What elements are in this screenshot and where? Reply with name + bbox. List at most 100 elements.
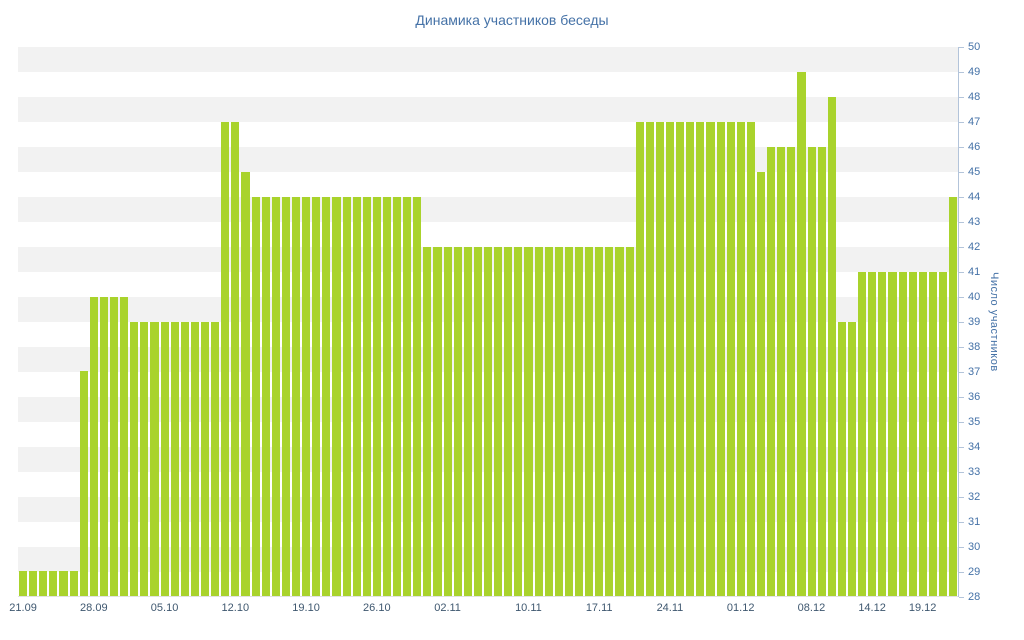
bar-58[interactable] (605, 246, 614, 596)
bar-26[interactable] (281, 196, 290, 596)
bar-5[interactable] (69, 571, 78, 596)
bar-84[interactable] (868, 271, 877, 596)
bar-17[interactable] (190, 321, 199, 596)
bar-13[interactable] (150, 321, 159, 596)
bar-65[interactable] (676, 121, 685, 596)
bar-68[interactable] (706, 121, 715, 596)
bar-33[interactable] (352, 196, 361, 596)
bar-77[interactable] (797, 71, 806, 596)
y-tick-label: 45 (968, 166, 981, 178)
bar-69[interactable] (716, 121, 725, 596)
bar-9[interactable] (109, 296, 119, 596)
bar-10[interactable] (120, 296, 129, 596)
bar-44[interactable] (463, 246, 472, 596)
bar-83[interactable] (858, 271, 867, 596)
bar-78[interactable] (807, 146, 816, 596)
bar-67[interactable] (696, 121, 705, 596)
bar-20[interactable] (221, 121, 230, 596)
bar-48[interactable] (504, 246, 513, 596)
bar-66[interactable] (686, 121, 695, 596)
bar-76[interactable] (787, 146, 796, 596)
bar-34[interactable] (362, 196, 371, 596)
y-tick-label: 28 (968, 591, 981, 603)
bar-31[interactable] (332, 196, 341, 596)
bar-64[interactable] (666, 121, 675, 596)
bar-14[interactable] (160, 321, 169, 596)
bar-21[interactable] (231, 121, 240, 596)
bar-80[interactable] (827, 96, 836, 596)
bar-88[interactable] (908, 271, 917, 596)
bar-19[interactable] (211, 321, 220, 596)
bar-11[interactable] (130, 321, 139, 596)
bar-72[interactable] (746, 121, 755, 596)
bar-79[interactable] (817, 146, 826, 596)
bar-18[interactable] (200, 321, 210, 596)
bar-50[interactable] (524, 246, 533, 596)
plot-area (18, 47, 958, 597)
bar-85[interactable] (878, 271, 887, 596)
bar-56[interactable] (585, 246, 594, 596)
bar-75[interactable] (777, 146, 786, 596)
bar-87[interactable] (898, 271, 907, 596)
bar-23[interactable] (251, 196, 260, 596)
bar-45[interactable] (473, 246, 483, 596)
bar-8[interactable] (99, 296, 108, 596)
y-tick-label: 33 (968, 466, 981, 478)
bar-59[interactable] (615, 246, 624, 596)
bar-82[interactable] (847, 321, 857, 596)
bar-92[interactable] (949, 196, 958, 596)
bar-16[interactable] (180, 321, 189, 596)
bar-6[interactable] (79, 371, 88, 596)
bar-25[interactable] (271, 196, 280, 596)
bar-90[interactable] (928, 271, 937, 596)
bar-70[interactable] (726, 121, 735, 596)
bar-27[interactable] (291, 196, 301, 596)
bar-63[interactable] (655, 121, 664, 596)
bar-29[interactable] (312, 196, 321, 596)
bar-73[interactable] (756, 171, 766, 596)
bar-53[interactable] (554, 246, 563, 596)
y-tick-mark (959, 347, 964, 348)
bar-24[interactable] (261, 196, 270, 596)
bar-60[interactable] (625, 246, 634, 596)
bar-39[interactable] (413, 196, 422, 596)
bar-2[interactable] (39, 571, 48, 596)
bar-42[interactable] (443, 246, 452, 596)
bar-32[interactable] (342, 196, 351, 596)
bar-52[interactable] (544, 246, 553, 596)
bar-71[interactable] (736, 121, 745, 596)
bar-12[interactable] (140, 321, 149, 596)
bar-46[interactable] (484, 246, 493, 596)
bar-37[interactable] (393, 196, 402, 596)
bar-91[interactable] (938, 271, 948, 596)
bar-0[interactable] (19, 571, 28, 596)
bar-54[interactable] (564, 246, 574, 596)
bar-22[interactable] (241, 171, 250, 596)
bar-36[interactable] (382, 196, 392, 596)
bar-89[interactable] (918, 271, 927, 596)
bar-40[interactable] (423, 246, 432, 596)
bar-35[interactable] (372, 196, 381, 596)
bar-7[interactable] (89, 296, 98, 596)
bar-15[interactable] (170, 321, 179, 596)
x-tick-label: 08.12 (797, 602, 826, 614)
bar-57[interactable] (595, 246, 604, 596)
bar-47[interactable] (494, 246, 503, 596)
bar-61[interactable] (635, 121, 644, 596)
bar-41[interactable] (433, 246, 442, 596)
bar-49[interactable] (514, 246, 523, 596)
bar-86[interactable] (888, 271, 897, 596)
bar-30[interactable] (322, 196, 331, 596)
bar-28[interactable] (302, 196, 311, 596)
bar-43[interactable] (453, 246, 462, 596)
bar-38[interactable] (403, 196, 412, 596)
bar-4[interactable] (59, 571, 68, 596)
bar-62[interactable] (645, 121, 654, 596)
bar-51[interactable] (534, 246, 543, 596)
bar-1[interactable] (29, 571, 38, 596)
bar-81[interactable] (837, 321, 846, 596)
bar-55[interactable] (575, 246, 584, 596)
bar-3[interactable] (49, 571, 58, 596)
bars-layer (18, 47, 958, 597)
bar-74[interactable] (767, 146, 776, 596)
